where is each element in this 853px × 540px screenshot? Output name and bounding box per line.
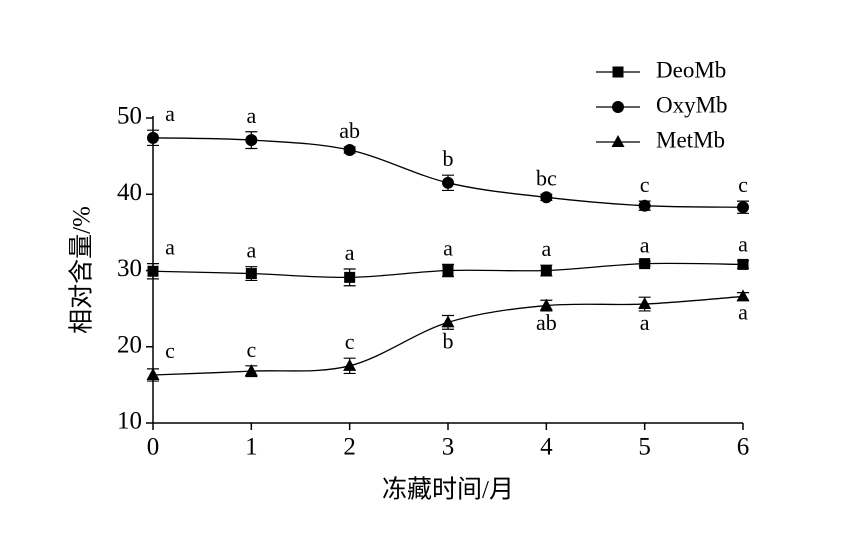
significance-letter: b: [443, 146, 454, 171]
marker: [612, 66, 624, 78]
marker: [539, 298, 553, 311]
significance-letter: a: [246, 103, 256, 128]
significance-letter: a: [443, 235, 453, 260]
marker: [146, 367, 160, 380]
significance-letter: a: [345, 240, 355, 265]
significance-letter: a: [541, 236, 551, 261]
y-tick-label: 50: [117, 103, 142, 130]
marker: [343, 144, 356, 157]
marker: [343, 358, 357, 371]
significance-letter: a: [165, 234, 175, 259]
marker: [612, 101, 624, 113]
significance-letter: a: [640, 310, 650, 335]
y-tick-label: 40: [117, 179, 142, 206]
x-tick-label: 2: [343, 434, 356, 461]
legend-label: OxyMb: [656, 92, 728, 117]
marker: [639, 258, 651, 270]
significance-letter: a: [640, 232, 650, 257]
marker: [611, 135, 625, 147]
legend-label: DeoMb: [656, 57, 726, 82]
x-tick-label: 6: [737, 434, 750, 461]
y-axis-title: 相对含量/%: [68, 206, 96, 334]
significance-letter: a: [738, 232, 748, 257]
x-axis-title: 冻藏时间/月: [382, 476, 514, 504]
marker: [540, 191, 553, 204]
x-tick-label: 4: [540, 434, 553, 461]
significance-letter: a: [165, 101, 175, 126]
x-tick-label: 0: [147, 434, 160, 461]
marker: [441, 315, 455, 328]
marker: [245, 134, 258, 147]
x-tick-label: 1: [245, 434, 258, 461]
marker: [344, 271, 356, 283]
marker: [245, 268, 257, 280]
significance-letter: c: [640, 172, 650, 197]
significance-letter: bc: [536, 165, 557, 190]
y-tick-label: 10: [117, 408, 142, 435]
marker: [442, 265, 454, 276]
y-tick-label: 30: [117, 255, 142, 282]
marker: [736, 289, 750, 302]
marker: [737, 258, 749, 270]
x-tick-label: 3: [442, 434, 455, 461]
significance-letter: c: [345, 329, 355, 354]
marker: [442, 176, 454, 189]
marker: [638, 199, 651, 212]
significance-letter: c: [246, 337, 256, 362]
significance-letter: c: [738, 172, 748, 197]
significance-letter: c: [165, 338, 175, 363]
significance-letter: a: [246, 238, 256, 263]
marker: [737, 201, 749, 214]
significance-letter: ab: [536, 310, 557, 335]
marker: [540, 265, 552, 276]
marker: [638, 297, 652, 310]
marker: [147, 131, 159, 144]
significance-letter: ab: [339, 118, 360, 143]
x-tick-label: 5: [638, 434, 651, 461]
legend-label: MetMb: [656, 127, 725, 152]
significance-letter: b: [443, 328, 454, 353]
significance-letter: a: [738, 299, 748, 324]
y-tick-label: 20: [117, 331, 142, 358]
marker: [244, 364, 258, 377]
marker: [147, 265, 159, 277]
